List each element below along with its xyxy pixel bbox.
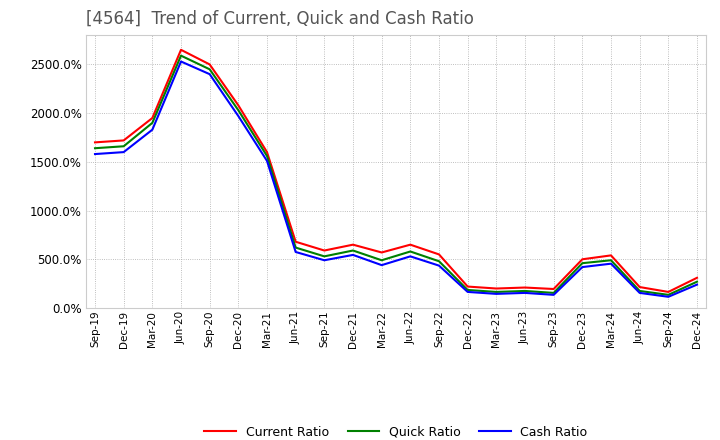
Quick Ratio <box>348 248 357 253</box>
Current Ratio <box>377 250 386 255</box>
Quick Ratio <box>292 245 300 250</box>
Quick Ratio <box>91 146 99 151</box>
Current Ratio <box>693 275 701 280</box>
Current Ratio <box>607 253 616 258</box>
Cash Ratio <box>148 127 157 132</box>
Current Ratio <box>148 115 157 121</box>
Current Ratio <box>348 242 357 247</box>
Cash Ratio <box>578 264 587 270</box>
Current Ratio <box>635 284 644 290</box>
Text: [4564]  Trend of Current, Quick and Cash Ratio: [4564] Trend of Current, Quick and Cash … <box>86 10 474 28</box>
Quick Ratio <box>635 288 644 293</box>
Quick Ratio <box>377 258 386 263</box>
Quick Ratio <box>549 290 558 296</box>
Quick Ratio <box>176 53 185 58</box>
Cash Ratio <box>435 263 444 268</box>
Cash Ratio <box>120 150 128 155</box>
Current Ratio <box>91 140 99 145</box>
Quick Ratio <box>320 254 328 259</box>
Current Ratio <box>263 150 271 155</box>
Cash Ratio <box>607 261 616 266</box>
Quick Ratio <box>234 107 243 113</box>
Current Ratio <box>492 286 500 291</box>
Line: Current Ratio: Current Ratio <box>95 50 697 292</box>
Cash Ratio <box>406 254 415 259</box>
Quick Ratio <box>521 288 529 293</box>
Cash Ratio <box>263 158 271 164</box>
Cash Ratio <box>549 292 558 297</box>
Quick Ratio <box>607 258 616 263</box>
Quick Ratio <box>578 260 587 266</box>
Quick Ratio <box>435 259 444 264</box>
Current Ratio <box>234 103 243 108</box>
Current Ratio <box>205 62 214 67</box>
Cash Ratio <box>464 289 472 294</box>
Cash Ratio <box>635 290 644 296</box>
Current Ratio <box>521 285 529 290</box>
Quick Ratio <box>263 154 271 159</box>
Quick Ratio <box>464 287 472 293</box>
Line: Quick Ratio: Quick Ratio <box>95 55 697 295</box>
Cash Ratio <box>205 72 214 77</box>
Cash Ratio <box>521 290 529 296</box>
Cash Ratio <box>91 151 99 157</box>
Current Ratio <box>320 248 328 253</box>
Quick Ratio <box>406 249 415 254</box>
Cash Ratio <box>320 258 328 263</box>
Cash Ratio <box>292 249 300 255</box>
Quick Ratio <box>492 289 500 294</box>
Quick Ratio <box>148 120 157 125</box>
Current Ratio <box>464 284 472 289</box>
Quick Ratio <box>120 143 128 149</box>
Cash Ratio <box>377 263 386 268</box>
Cash Ratio <box>492 291 500 297</box>
Quick Ratio <box>205 66 214 72</box>
Current Ratio <box>120 138 128 143</box>
Current Ratio <box>578 257 587 262</box>
Line: Cash Ratio: Cash Ratio <box>95 62 697 297</box>
Cash Ratio <box>176 59 185 64</box>
Legend: Current Ratio, Quick Ratio, Cash Ratio: Current Ratio, Quick Ratio, Cash Ratio <box>199 421 593 440</box>
Current Ratio <box>176 47 185 52</box>
Cash Ratio <box>234 114 243 119</box>
Current Ratio <box>406 242 415 247</box>
Current Ratio <box>435 252 444 257</box>
Quick Ratio <box>664 292 672 297</box>
Cash Ratio <box>693 282 701 287</box>
Cash Ratio <box>348 252 357 257</box>
Quick Ratio <box>693 279 701 284</box>
Cash Ratio <box>664 294 672 300</box>
Current Ratio <box>292 239 300 244</box>
Current Ratio <box>664 289 672 294</box>
Current Ratio <box>549 286 558 292</box>
